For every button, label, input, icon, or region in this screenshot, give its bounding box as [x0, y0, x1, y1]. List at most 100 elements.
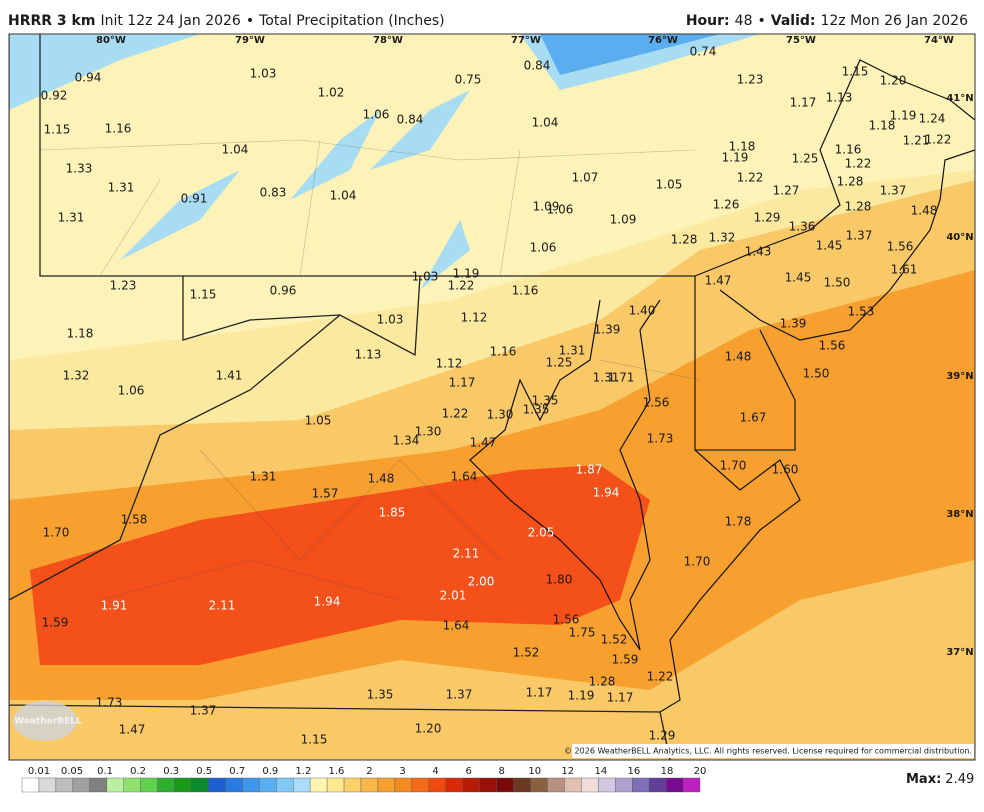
precip-value: 1.35: [523, 403, 550, 417]
colorbar-label: 18: [661, 766, 674, 777]
precip-value: 1.70: [43, 526, 70, 540]
precip-value: 1.53: [848, 305, 875, 319]
max-label: Max:: [906, 772, 941, 787]
precip-value: 2.01: [440, 589, 467, 603]
precip-value: 1.52: [513, 646, 540, 660]
colorbar-label: 10: [528, 766, 541, 777]
precip-value: 1.50: [824, 276, 851, 290]
precip-value: 1.09: [610, 213, 637, 227]
precip-value: 1.56: [887, 240, 914, 254]
precip-value: 2.05: [528, 526, 555, 540]
precip-value: 1.85: [379, 506, 406, 520]
precip-value: 1.06: [118, 384, 145, 398]
copyright: © 2026 WeatherBELL Analytics, LLC. All r…: [564, 747, 972, 756]
longitude-label: 79°W: [235, 35, 265, 46]
header-right: Hour: 48 • Valid: 12z Mon 26 Jan 2026: [686, 13, 968, 29]
map: [9, 34, 975, 760]
precip-value: 1.59: [42, 616, 69, 630]
colorbar-swatch: [665, 777, 684, 793]
precip-value: 2.11: [209, 599, 236, 613]
colorbar-swatch: [140, 777, 158, 793]
colorbar-swatch: [276, 777, 294, 793]
precip-value: 1.47: [119, 723, 146, 737]
precip-value: 0.96: [270, 284, 297, 298]
precip-value: 1.87: [576, 463, 603, 477]
state-borders: [9, 34, 796, 760]
precip-value: 1.23: [737, 73, 764, 87]
precip-value: 2.00: [468, 575, 495, 589]
colorbar-swatch: [157, 777, 175, 793]
precip-value: 1.35: [367, 688, 394, 702]
precip-value: 2.11: [453, 547, 480, 561]
precip-value: 1.17: [449, 376, 476, 390]
colorbar-swatch: [191, 777, 209, 793]
precip-value: 1.04: [222, 143, 249, 157]
precip-value: 1.48: [911, 204, 938, 218]
precip-value: 1.27: [773, 184, 800, 198]
precip-value: 0.84: [397, 113, 424, 127]
colorbar-label: 1.2: [295, 766, 311, 777]
colorbar-swatch: [89, 777, 107, 793]
precip-value: 1.94: [314, 595, 341, 609]
precip-value: 1.31: [559, 344, 586, 358]
precip-value: 1.16: [105, 122, 132, 136]
precip-value: 0.94: [75, 71, 102, 85]
colorbar-swatch: [513, 777, 531, 793]
latitude-label: 40°N: [946, 232, 973, 243]
precip-value: 1.31: [593, 371, 620, 385]
precip-value: 1.64: [451, 470, 478, 484]
colorbar-swatch: [615, 777, 633, 793]
precip-value: 1.31: [250, 470, 277, 484]
header-left: HRRR 3 km Init 12z 24 Jan 2026 • Total Prec…: [8, 13, 445, 29]
longitude-label: 78°W: [373, 35, 403, 46]
logo-text: WeatherBELL: [14, 717, 82, 727]
max-value: 2.49: [945, 772, 974, 787]
precip-value: 1.47: [470, 436, 497, 450]
precip-value: 1.37: [880, 184, 907, 198]
logo-mark: [13, 701, 77, 741]
precip-value: 1.15: [44, 123, 71, 137]
precip-value: 0.83: [260, 186, 287, 200]
precip-value: 1.05: [656, 178, 683, 192]
precip-value: 1.56: [643, 396, 670, 410]
precip-value: 1.39: [780, 317, 807, 331]
colorbar-label: 16: [628, 766, 641, 777]
colorbar-swatch: [462, 777, 480, 793]
precip-value: 1.18: [869, 119, 896, 133]
precip-value: 1.12: [436, 357, 463, 371]
precip-value: 1.78: [725, 515, 752, 529]
colorbar-label: 6: [465, 766, 471, 777]
precip-value: 1.34: [393, 434, 420, 448]
precip-light: [9, 34, 975, 360]
colorbar-swatch: [564, 777, 582, 793]
precip-value: 1.61: [891, 263, 918, 277]
precip-value: 1.39: [594, 323, 621, 337]
precip-value: 1.70: [720, 459, 747, 473]
precip-value: 1.22: [442, 407, 469, 421]
precip-value: 1.59: [612, 653, 639, 667]
precip-value: 1.30: [487, 408, 514, 422]
copyright-bg: [572, 744, 974, 758]
colorbar-label: 0.01: [28, 766, 50, 777]
colorbar-swatch: [326, 777, 345, 793]
colorbar-swatch: [682, 777, 701, 793]
precip-value: 1.43: [745, 245, 772, 259]
precip-value: 1.03: [412, 270, 439, 284]
county-lines: [39, 139, 701, 601]
precip-value: 1.02: [318, 86, 345, 100]
precip-value: 1.25: [792, 152, 819, 166]
precip-value: 1.33: [66, 162, 93, 176]
colorbar-label: 8: [498, 766, 504, 777]
precip-value: 1.31: [108, 181, 135, 195]
precip-value: 0.75: [455, 73, 482, 87]
precip-value: 1.17: [790, 96, 817, 110]
precip-value: 1.48: [725, 350, 752, 364]
precip-value: 1.09: [533, 200, 560, 214]
latitude-label: 37°N: [946, 647, 973, 658]
precip-value: 1.16: [835, 143, 862, 157]
colorbar-label: 0.2: [130, 766, 146, 777]
precip-value: 1.31: [58, 211, 85, 225]
precip-value: 1.12: [461, 311, 488, 325]
precip-value: 1.03: [377, 313, 404, 327]
precip-value: 1.64: [443, 619, 470, 633]
